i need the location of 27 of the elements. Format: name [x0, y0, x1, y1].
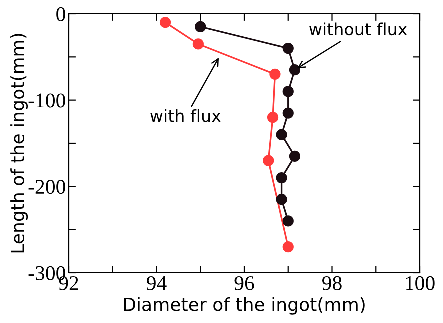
y-axis-title: Length of the ingot(mm)	[10, 34, 28, 253]
annotation: without flux	[310, 22, 408, 36]
point	[289, 64, 301, 76]
y-tick-label: -200	[28, 180, 66, 194]
point	[276, 172, 288, 184]
point	[289, 150, 301, 162]
y-tick-label: -100	[28, 94, 66, 108]
point	[282, 216, 294, 227]
point	[195, 21, 206, 33]
point	[282, 86, 294, 98]
point	[276, 194, 288, 206]
x-tick-label: 94	[147, 276, 167, 290]
annotation: with flux	[150, 109, 221, 122]
x-axis-title: Diameter of the ingot(mm)	[124, 297, 365, 315]
point	[263, 155, 274, 166]
point	[276, 129, 288, 140]
point	[160, 17, 172, 28]
x-tick-label: 98	[322, 276, 342, 290]
point	[282, 242, 294, 253]
y-tick-label: 0	[56, 7, 66, 22]
point	[270, 68, 281, 80]
point	[282, 108, 294, 119]
x-tick-label: 96	[234, 276, 254, 290]
point	[282, 42, 294, 54]
x-tick-label: 100	[406, 276, 435, 290]
point	[192, 38, 204, 50]
point	[267, 112, 279, 124]
